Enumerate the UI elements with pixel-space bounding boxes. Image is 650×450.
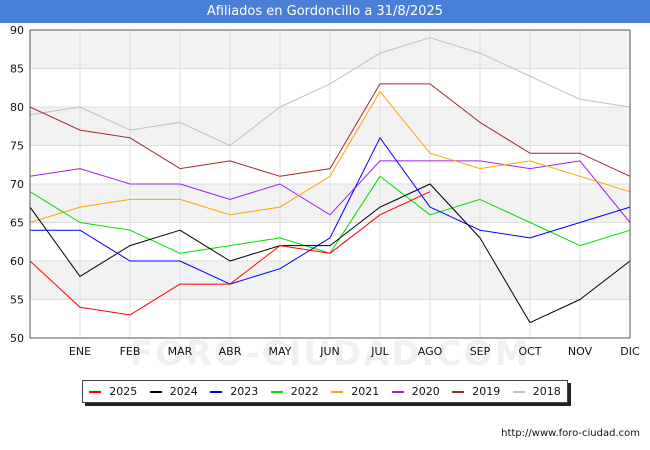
y-tick-label: 85 bbox=[10, 63, 24, 76]
legend-swatch bbox=[149, 390, 162, 393]
legend-label: 2018 bbox=[532, 385, 561, 398]
x-tick-label: SEP bbox=[470, 345, 491, 358]
x-tick-label: OCT bbox=[518, 345, 541, 358]
x-tick-label: FEB bbox=[120, 345, 141, 358]
legend-item-2020: 2020 bbox=[391, 385, 440, 398]
legend-swatch bbox=[512, 390, 525, 393]
legend-swatch bbox=[391, 390, 404, 393]
legend-swatch bbox=[452, 390, 465, 393]
legend-swatch bbox=[270, 390, 283, 393]
legend-label: 2025 bbox=[109, 385, 138, 398]
x-tick-label: AGO bbox=[418, 345, 443, 358]
series-line-2021 bbox=[29, 91, 631, 223]
x-tick-label: JUL bbox=[370, 345, 389, 358]
legend-item-2019: 2019 bbox=[452, 385, 500, 398]
x-tick-label: MAR bbox=[168, 345, 193, 358]
legend-swatch bbox=[210, 390, 223, 393]
x-axis: ENE FEB MAR ABR MAY JUN JUL AGO SEP OCT NOV DIC bbox=[69, 345, 640, 358]
legend-label: 2020 bbox=[411, 385, 440, 398]
legend-item-2023: 2023 bbox=[210, 385, 258, 398]
series-line-2025 bbox=[29, 191, 431, 316]
plot-frame bbox=[29, 29, 631, 339]
series-line-2019 bbox=[29, 83, 631, 177]
y-axis: 50 55 60 65 70 75 80 85 90 bbox=[10, 24, 24, 345]
legend-label: 2021 bbox=[351, 385, 380, 398]
legend-item-2018: 2018 bbox=[512, 385, 561, 398]
watermark: FORO-CIUDAD.COM bbox=[130, 334, 531, 374]
legend-item-2021: 2021 bbox=[331, 385, 379, 398]
y-tick-label: 90 bbox=[10, 24, 24, 37]
y-tick-label: 80 bbox=[10, 101, 24, 114]
legend-label: 2022 bbox=[290, 385, 319, 398]
y-tick-label: 50 bbox=[10, 332, 24, 345]
legend: 2025 2024 2023 2022 2021 2020 2019 2018 bbox=[82, 380, 568, 403]
y-tick-label: 55 bbox=[10, 294, 24, 307]
x-tick-label: ENE bbox=[69, 345, 91, 358]
legend-label: 2023 bbox=[230, 385, 259, 398]
legend-item-2022: 2022 bbox=[270, 385, 319, 398]
y-tick-label: 60 bbox=[10, 255, 24, 268]
legend-label: 2019 bbox=[472, 385, 501, 398]
x-tick-label: ABR bbox=[219, 345, 242, 358]
x-tick-label: JUN bbox=[319, 345, 340, 358]
y-tick-label: 75 bbox=[10, 140, 24, 153]
x-tick-label: MAY bbox=[269, 345, 292, 358]
source-url[interactable]: http://www.foro-ciudad.com bbox=[501, 428, 640, 439]
y-tick-label: 65 bbox=[10, 217, 24, 230]
series-lines bbox=[29, 37, 631, 324]
legend-label: 2024 bbox=[169, 385, 198, 398]
legend-item-2025: 2025 bbox=[89, 385, 137, 398]
series-line-2020 bbox=[29, 160, 631, 223]
series-line-2018 bbox=[29, 37, 631, 146]
x-tick-label: NOV bbox=[568, 345, 593, 358]
x-tick-label: DIC bbox=[620, 345, 640, 358]
legend-swatch bbox=[89, 390, 102, 393]
legend-item-2024: 2024 bbox=[149, 385, 198, 398]
series-line-2023 bbox=[30, 137, 631, 285]
legend-swatch bbox=[331, 390, 344, 393]
y-tick-label: 70 bbox=[10, 178, 24, 191]
series-line-2024 bbox=[29, 183, 631, 324]
chart-title: Afiliados en Gordoncillo a 31/8/2025 bbox=[0, 0, 650, 23]
grid bbox=[30, 29, 631, 339]
